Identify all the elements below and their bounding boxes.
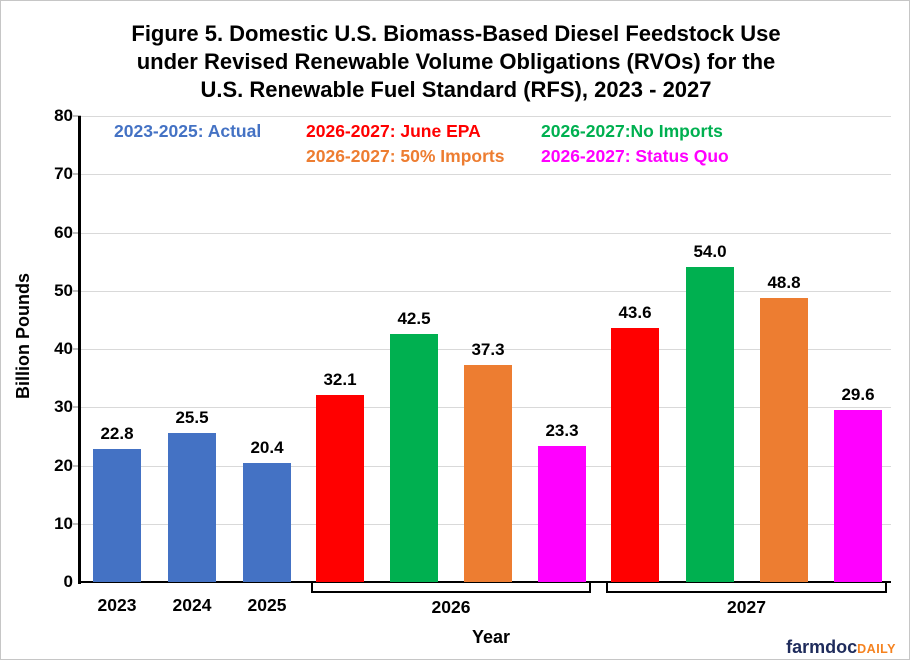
y-tick-label: 0 — [63, 572, 73, 591]
gridline — [81, 291, 891, 292]
gridline — [81, 349, 891, 350]
logo-daily-text: DAILY — [857, 642, 896, 656]
x-category-label: 2023 — [97, 595, 137, 615]
bar-value-label: 32.1 — [323, 370, 357, 390]
bar-value-label: 42.5 — [397, 309, 431, 329]
gridline — [81, 116, 891, 117]
y-tick-label: 80 — [54, 106, 73, 125]
chart-title-line-2: under Revised Renewable Volume Obligatio… — [136, 49, 776, 74]
chart-title: Figure 5. Domestic U.S. Biomass-Based Di… — [1, 20, 909, 104]
bar — [390, 334, 438, 582]
bar-value-label: 43.6 — [618, 303, 652, 323]
x-group-bracket — [606, 582, 887, 593]
chart-title-line-1: Figure 5. Domestic U.S. Biomass-Based Di… — [131, 21, 781, 46]
y-tick-label: 70 — [54, 164, 73, 183]
bar — [686, 267, 734, 582]
bar-value-label: 37.3 — [471, 339, 505, 359]
y-tick-label: 20 — [54, 456, 73, 475]
bar — [243, 463, 291, 582]
bar — [611, 328, 659, 582]
bar — [464, 364, 512, 582]
bar-value-label: 25.5 — [175, 408, 209, 428]
y-axis-tick — [73, 406, 81, 408]
x-group-label: 2026 — [431, 597, 471, 617]
x-category-label: 2024 — [172, 595, 212, 615]
x-category-label: 2025 — [247, 595, 287, 615]
bar-value-label: 22.8 — [100, 424, 134, 444]
x-axis-line — [78, 581, 891, 583]
bar — [93, 449, 141, 582]
legend-no-imports: 2026-2027:No Imports — [541, 121, 723, 141]
y-axis-tick — [73, 173, 81, 175]
bar — [538, 446, 586, 582]
chart-title-line-3: U.S. Renewable Fuel Standard (RFS), 2023… — [200, 77, 712, 102]
bar-value-label: 54.0 — [693, 242, 727, 262]
y-tick-label: 30 — [54, 397, 73, 416]
logo-farmdoc-text: farmdoc — [786, 637, 858, 657]
y-axis-tick — [73, 232, 81, 234]
x-group-bracket — [311, 582, 591, 593]
y-axis-line — [78, 116, 81, 584]
gridline — [81, 233, 891, 234]
y-axis-tick — [73, 523, 81, 525]
y-axis-tick — [73, 465, 81, 467]
bar-value-label: 23.3 — [545, 421, 579, 441]
bar-value-label: 48.8 — [767, 272, 801, 292]
legend-50pct-imports: 2026-2027: 50% Imports — [306, 146, 505, 166]
legend-status-quo: 2026-2027: Status Quo — [541, 146, 729, 166]
y-axis-tick — [73, 348, 81, 350]
legend-june-epa: 2026-2027: June EPA — [306, 121, 481, 141]
farmdoc-daily-logo: farmdocDAILY — [786, 637, 896, 658]
x-group-label: 2027 — [727, 597, 766, 617]
y-axis-tick — [73, 115, 81, 117]
bar-value-label: 20.4 — [250, 438, 284, 458]
y-tick-label: 50 — [54, 281, 73, 300]
x-axis-title: Year — [471, 627, 511, 647]
y-axis-tick — [73, 290, 81, 292]
bar — [316, 395, 364, 582]
y-tick-label: 10 — [54, 514, 73, 533]
y-axis-title: Billion Pounds — [13, 273, 33, 399]
bar-value-label: 29.6 — [841, 384, 875, 404]
y-tick-label: 40 — [54, 339, 73, 358]
bar — [834, 409, 882, 582]
gridline — [81, 174, 891, 175]
bar — [760, 297, 808, 582]
y-tick-label: 60 — [54, 223, 73, 242]
legend-actual: 2023-2025: Actual — [114, 121, 262, 141]
bar — [168, 433, 216, 582]
